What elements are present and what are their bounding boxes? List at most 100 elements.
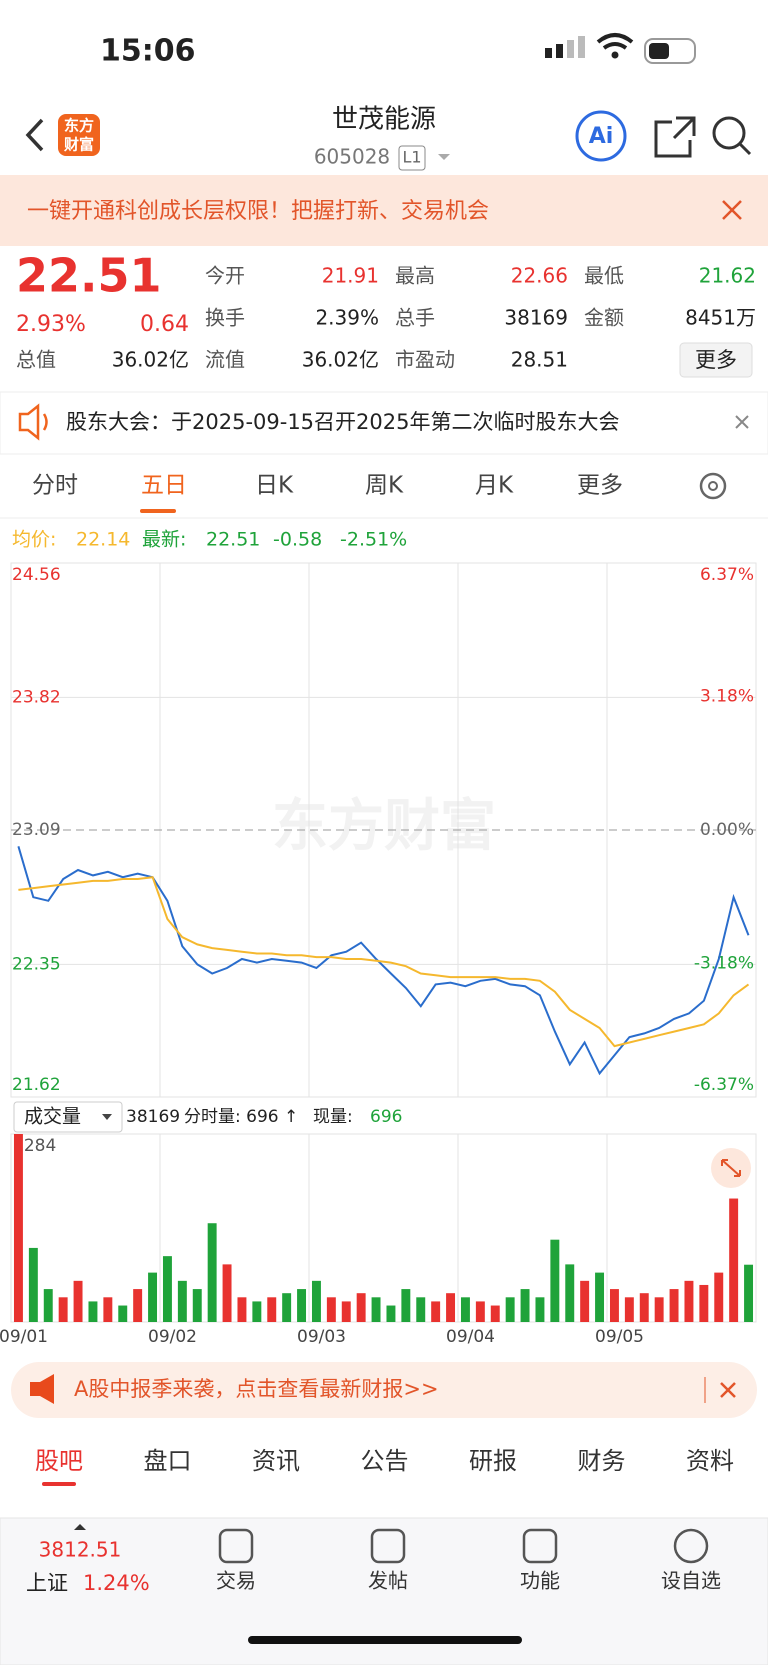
volume-bar: [326, 1297, 336, 1322]
nav-icon: [673, 1528, 709, 1564]
volume-bar: [133, 1289, 143, 1322]
nav-item[interactable]: 交易: [216, 1569, 256, 1593]
indicator-select[interactable]: [13, 1101, 123, 1133]
nav-icon: [370, 1528, 406, 1564]
banner-text: 一键开通科创成长层权限！把握打新、交易机会: [27, 199, 489, 224]
chart-tab[interactable]: 日K: [255, 473, 294, 499]
field-label: 金额: [584, 306, 624, 330]
back-button[interactable]: [25, 118, 44, 152]
y-tick-label: 24.56: [12, 565, 61, 585]
volume-bar: [13, 1134, 23, 1322]
notice-text: 股东大会：于2025-09-15召开2025年第二次临时股东大会: [66, 410, 619, 434]
volume-bar: [103, 1297, 113, 1322]
index-name: 上证: [26, 1571, 68, 1595]
volume-bar: [550, 1239, 560, 1322]
index-pct: 1.24%: [83, 1571, 150, 1595]
field-label: 最低: [584, 264, 624, 288]
content-tab[interactable]: 财务: [578, 1447, 626, 1475]
volume-bar: [565, 1264, 575, 1322]
chart-tab[interactable]: 月K: [475, 473, 514, 499]
close-ad[interactable]: [720, 1382, 736, 1398]
x-tick-label: 09/05: [595, 1327, 644, 1347]
volume-bar: [520, 1289, 530, 1322]
volume-frame: [10, 1133, 757, 1323]
chart-tab[interactable]: 五日: [141, 473, 187, 499]
latest-change: -0.58: [273, 529, 322, 551]
y2-tick-label: 3.18%: [700, 687, 754, 707]
y2-tick-label: 6.37%: [700, 565, 754, 585]
more-button[interactable]: [679, 342, 753, 378]
field-value: 28.51: [511, 348, 568, 372]
volume-bar: [207, 1223, 217, 1322]
close-banner[interactable]: [722, 200, 742, 220]
volume-bar: [684, 1280, 694, 1322]
volume-bar: [639, 1293, 649, 1322]
series-line: [17, 846, 750, 1076]
content-tab[interactable]: 公告: [361, 1447, 409, 1475]
dropdown-icon[interactable]: [438, 154, 450, 160]
volume-bar: [177, 1280, 187, 1322]
close-notice[interactable]: [735, 415, 749, 429]
chart-tab[interactable]: 更多: [577, 473, 623, 499]
expand-icon: [721, 1159, 741, 1177]
volume-bar: [505, 1297, 515, 1322]
volume-bar: [341, 1301, 351, 1322]
badge: [398, 145, 426, 171]
promo-banner[interactable]: [0, 175, 768, 246]
content-tab[interactable]: 研报: [469, 1447, 517, 1475]
settings-icon[interactable]: [699, 472, 727, 500]
chart-tab[interactable]: 周K: [365, 473, 404, 499]
volume-bar: [475, 1301, 485, 1322]
ai-button[interactable]: [575, 110, 627, 162]
ai-icon: Ai: [589, 124, 614, 149]
avg-label: 均价:: [12, 529, 56, 551]
content-tab[interactable]: 股吧: [35, 1447, 83, 1475]
x-tick-label: 09/03: [297, 1327, 346, 1347]
volume-bar: [580, 1280, 590, 1322]
field-value: 36.02亿: [112, 348, 189, 372]
chart-tab[interactable]: 分时: [32, 473, 78, 499]
volume-bar: [699, 1284, 709, 1322]
logo: [58, 114, 100, 156]
ad-banner[interactable]: [11, 1362, 757, 1418]
tab-indicator: [140, 509, 176, 513]
volume-bar: [744, 1264, 754, 1322]
more-text: 更多: [695, 348, 737, 372]
content-tab[interactable]: 资讯: [252, 1447, 300, 1475]
index-value[interactable]: 3812.51: [39, 1538, 122, 1562]
field-label: 今开: [205, 264, 245, 288]
volume-total: 38169: [126, 1107, 180, 1127]
volume-bar: [43, 1289, 53, 1322]
search-button[interactable]: [712, 116, 752, 156]
price-change: 0.64: [140, 312, 189, 337]
content-tab[interactable]: 资料: [686, 1447, 734, 1475]
nav-item[interactable]: 发帖: [368, 1569, 408, 1593]
y-tick-label: 23.82: [12, 687, 61, 707]
x-tick-label: 09/02: [148, 1327, 197, 1347]
volume-bar: [356, 1293, 366, 1322]
volume-bar: [297, 1289, 307, 1322]
stock-name: 世茂能源: [332, 105, 436, 135]
nav-item[interactable]: 功能: [520, 1569, 560, 1593]
now-value: 696: [370, 1107, 402, 1127]
content-tab[interactable]: 盘口: [144, 1447, 192, 1475]
notice-bar[interactable]: [0, 391, 768, 455]
volume-bar: [431, 1301, 441, 1322]
y2-tick-label: -3.18%: [694, 953, 754, 973]
select-arrow: [102, 1114, 112, 1120]
volume-bar: [401, 1289, 411, 1322]
bottom-tab-indicator: [42, 1482, 76, 1486]
avg-value: 22.14: [76, 529, 130, 551]
nav-icon: [522, 1528, 558, 1564]
nav-item[interactable]: 设自选: [661, 1569, 721, 1593]
home-indicator: [248, 1636, 522, 1644]
latest-value: 22.51: [206, 529, 260, 551]
logo-text: 东方: [64, 117, 94, 135]
x-tick-label: 09/04: [446, 1327, 495, 1347]
volume-bar: [729, 1198, 739, 1322]
volume-bar: [148, 1272, 158, 1322]
volume-bar: [386, 1305, 396, 1322]
status-time: 15:06: [100, 34, 196, 69]
share-button[interactable]: [654, 116, 696, 158]
volume-bar: [58, 1297, 68, 1322]
